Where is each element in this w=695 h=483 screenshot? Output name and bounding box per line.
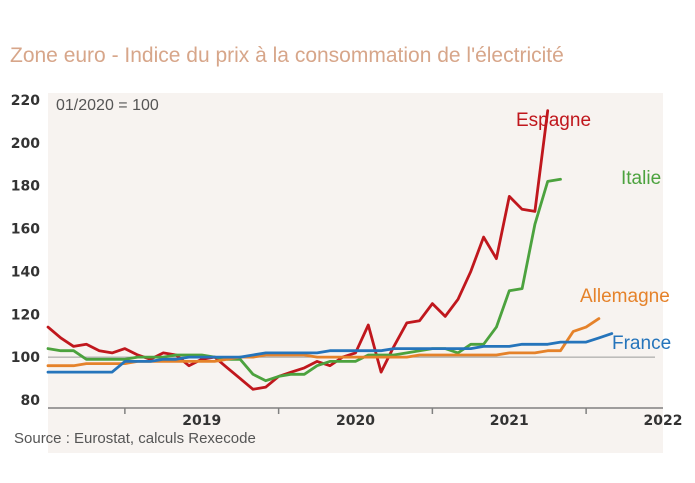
y-tick-label: 80 xyxy=(21,393,41,409)
base-annotation: 01/2020 = 100 xyxy=(56,97,159,114)
source-note: Source : Eurostat, calculs Rexecode xyxy=(14,430,256,447)
series-label-allemagne: Allemagne xyxy=(580,286,670,307)
y-tick-label: 200 xyxy=(11,136,40,152)
axes-layer: 80 100 120 140 160 180 200 220 2019 2020 2021 2022 xyxy=(11,93,683,429)
series-line-espagne xyxy=(46,109,550,391)
series-label-italie: Italie xyxy=(621,168,661,189)
x-tick-label: 2020 xyxy=(336,413,375,429)
series-label-espagne: Espagne xyxy=(516,110,591,131)
series-line-france xyxy=(46,332,614,374)
series-label-france: France xyxy=(612,333,671,354)
series-line-italie xyxy=(46,177,562,383)
y-tick-label: 180 xyxy=(11,179,40,195)
y-tick-label: 120 xyxy=(11,307,40,323)
chart-title: Zone euro - Indice du prix à la consomma… xyxy=(10,44,564,67)
y-tick-label: 140 xyxy=(11,264,40,280)
x-tick-label: 2022 xyxy=(644,413,683,429)
y-tick-label: 160 xyxy=(11,222,40,238)
plot-background xyxy=(48,93,663,453)
labels-layer: Espagne Italie Allemagne France xyxy=(516,110,671,354)
x-tick-label: 2021 xyxy=(490,413,529,429)
x-tick-label: 2019 xyxy=(182,413,221,429)
y-tick-label: 220 xyxy=(11,93,40,109)
y-tick-label: 100 xyxy=(11,350,40,366)
series-layer xyxy=(46,109,614,391)
